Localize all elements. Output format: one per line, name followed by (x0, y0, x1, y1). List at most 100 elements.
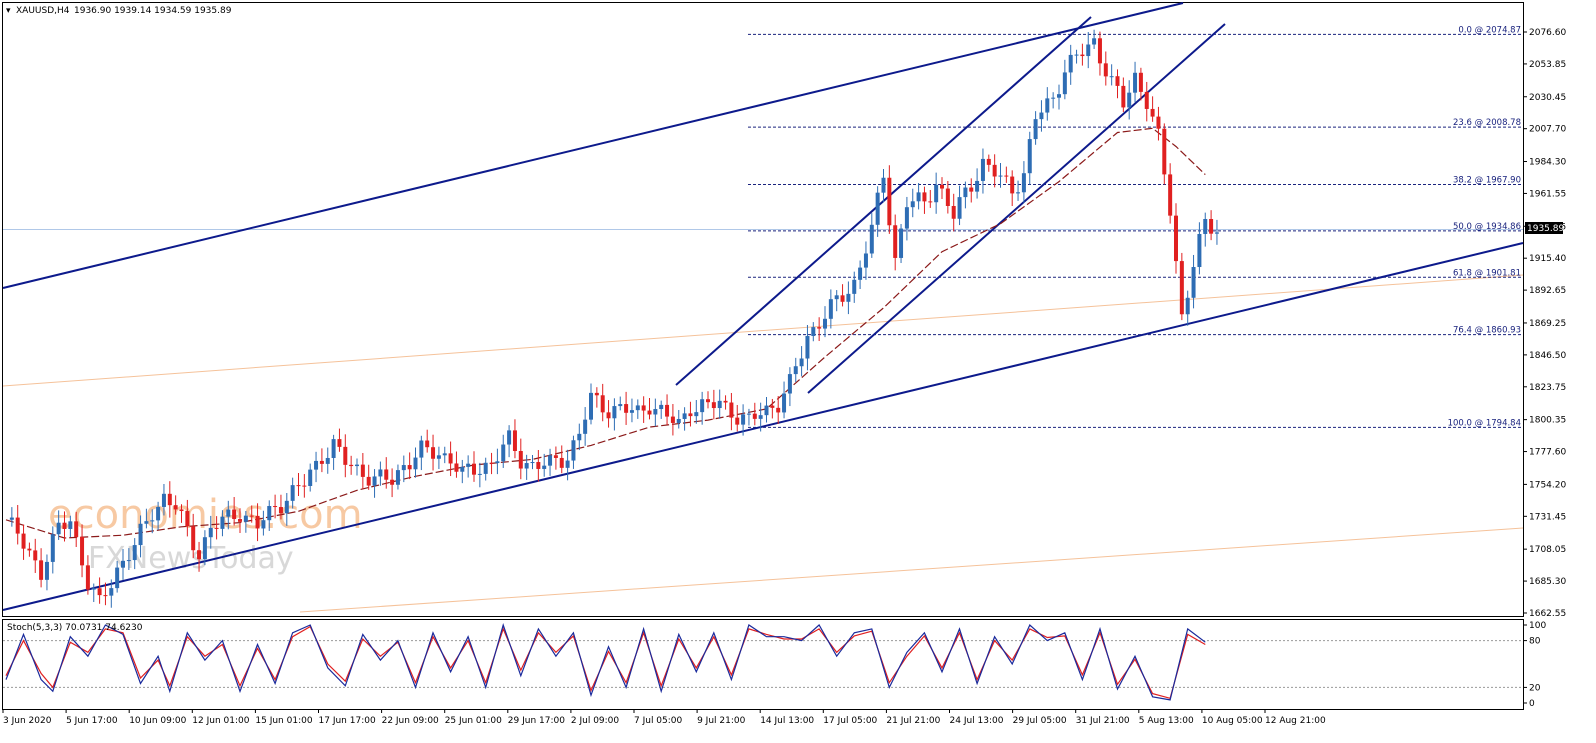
y-tick-label: 2030.45 (1529, 93, 1566, 103)
candle-bull (823, 318, 827, 329)
candle-bull (1027, 139, 1032, 174)
candle-bear (472, 463, 476, 475)
candle-bull (419, 440, 424, 458)
candle-bull (565, 460, 570, 468)
candle-bull (314, 460, 319, 470)
candle-bear (366, 476, 371, 486)
x-tick-label: 5 Jun 17:00 (66, 716, 118, 726)
candle-bull (524, 463, 529, 469)
candle-bull (138, 523, 143, 546)
candle-bear (776, 407, 781, 413)
candle-bear (893, 225, 898, 258)
candle-bull (758, 415, 763, 419)
candle-bull (1068, 54, 1073, 73)
y-tick-label: 1984.30 (1529, 158, 1566, 168)
header-icon: ▾ (6, 6, 11, 16)
candle-bear (817, 327, 822, 329)
x-tick-label: 14 Jul 13:00 (760, 716, 814, 726)
candle-bull (858, 267, 863, 280)
fib-level-label: 0.0 @ 2074.87 (1458, 25, 1521, 35)
candle-bull (1133, 72, 1138, 93)
candle-bear (559, 457, 564, 468)
candle-bull (442, 453, 447, 456)
x-tick-label: 25 Jun 01:00 (445, 716, 502, 726)
x-tick-label: 9 Jul 21:00 (697, 716, 746, 726)
fib-level-label: 61.8 @ 1901.81 (1453, 268, 1521, 278)
candle-bear (641, 405, 646, 411)
stochastic-label: Stoch(5,3,3) 70.0731 74.6230 (7, 623, 143, 633)
candle-bull (676, 418, 681, 423)
candle-bear (729, 402, 734, 418)
candle-bear (27, 548, 32, 551)
current-price-value: 1935.89 (1527, 224, 1564, 234)
y-tick-label: 1869.25 (1529, 319, 1566, 329)
y-tick-label: 1846.50 (1529, 351, 1566, 361)
candle-bear (992, 164, 997, 177)
candle-bear (600, 395, 605, 413)
candle-bull (700, 399, 705, 413)
candle-bear (986, 158, 991, 165)
candle-bull (208, 527, 213, 538)
candle-bear (1080, 54, 1085, 57)
candle-bull (91, 588, 96, 590)
candles (9, 29, 1219, 608)
y-tick-label: 1800.35 (1529, 416, 1566, 426)
candle-bear (173, 505, 178, 510)
candle-bull (764, 405, 769, 416)
candle-bear (360, 464, 365, 477)
channel-trendline (807, 23, 1226, 394)
candle-bull (220, 516, 225, 529)
x-tick-label: 17 Jul 05:00 (823, 716, 877, 726)
candle-bull (980, 158, 985, 181)
channel-trendline (2, 2, 1184, 289)
fibonacci-levels: 0.0 @ 2074.87 23.6 @ 2008.78 38.2 @ 1967.9… (748, 25, 1523, 428)
x-tick-label: 22 Jun 09:00 (382, 716, 439, 726)
candle-bull (501, 444, 506, 462)
candle-bear (21, 533, 26, 549)
y-tick-label: 1892.65 (1529, 286, 1566, 296)
candle-bull (507, 430, 512, 445)
candle-bull (372, 476, 377, 486)
candle-bear (1209, 218, 1214, 234)
candle-bull (846, 293, 851, 302)
candle-bull (863, 253, 868, 268)
candle-bull (934, 184, 939, 203)
candle-bear (1150, 108, 1155, 117)
x-tick-label: 12 Jun 01:00 (192, 716, 249, 726)
candle-bear (238, 519, 242, 522)
y-tick-label: 1685.30 (1529, 577, 1566, 587)
y-tick-label: 1961.55 (1529, 189, 1566, 199)
candle-bull (612, 406, 617, 419)
candle-bear (489, 462, 494, 464)
candle-bear (62, 522, 67, 529)
fib-level-label: 50.0 @ 1934.86 (1453, 222, 1521, 232)
candle-bull (963, 187, 968, 198)
y-tick-label: 1754.20 (1529, 480, 1566, 490)
x-tick-label: 10 Jun 09:00 (129, 716, 186, 726)
candle-bull (413, 457, 418, 470)
candle-bear (39, 560, 44, 580)
fib-level-label: 76.4 @ 1860.93 (1453, 326, 1521, 336)
candle-bear (74, 521, 79, 537)
candle-bear (1144, 91, 1149, 109)
current-price-tag (1525, 222, 1563, 234)
x-tick-label: 29 Jun 17:00 (508, 716, 565, 726)
candle-bull (68, 521, 73, 529)
candle-bull (787, 374, 792, 394)
candle-bull (869, 224, 874, 254)
candle-bull (1191, 267, 1196, 298)
candle-bull (261, 520, 266, 529)
candle-bear (232, 509, 237, 520)
candle-bull (1086, 44, 1091, 57)
y-tick-label: 1731.45 (1529, 512, 1566, 522)
candle-bull (436, 455, 441, 459)
x-tick-label: 21 Jul 21:00 (886, 716, 940, 726)
candle-bear (390, 479, 395, 485)
stochastic-oscillator: 100 80 20 0 (3, 621, 1546, 709)
candle-bear (431, 447, 436, 459)
candle-bull (150, 520, 155, 522)
candle-bear (594, 392, 599, 396)
candle-bull (899, 228, 904, 258)
candle-bull (290, 485, 295, 501)
candle-bull (156, 506, 161, 521)
